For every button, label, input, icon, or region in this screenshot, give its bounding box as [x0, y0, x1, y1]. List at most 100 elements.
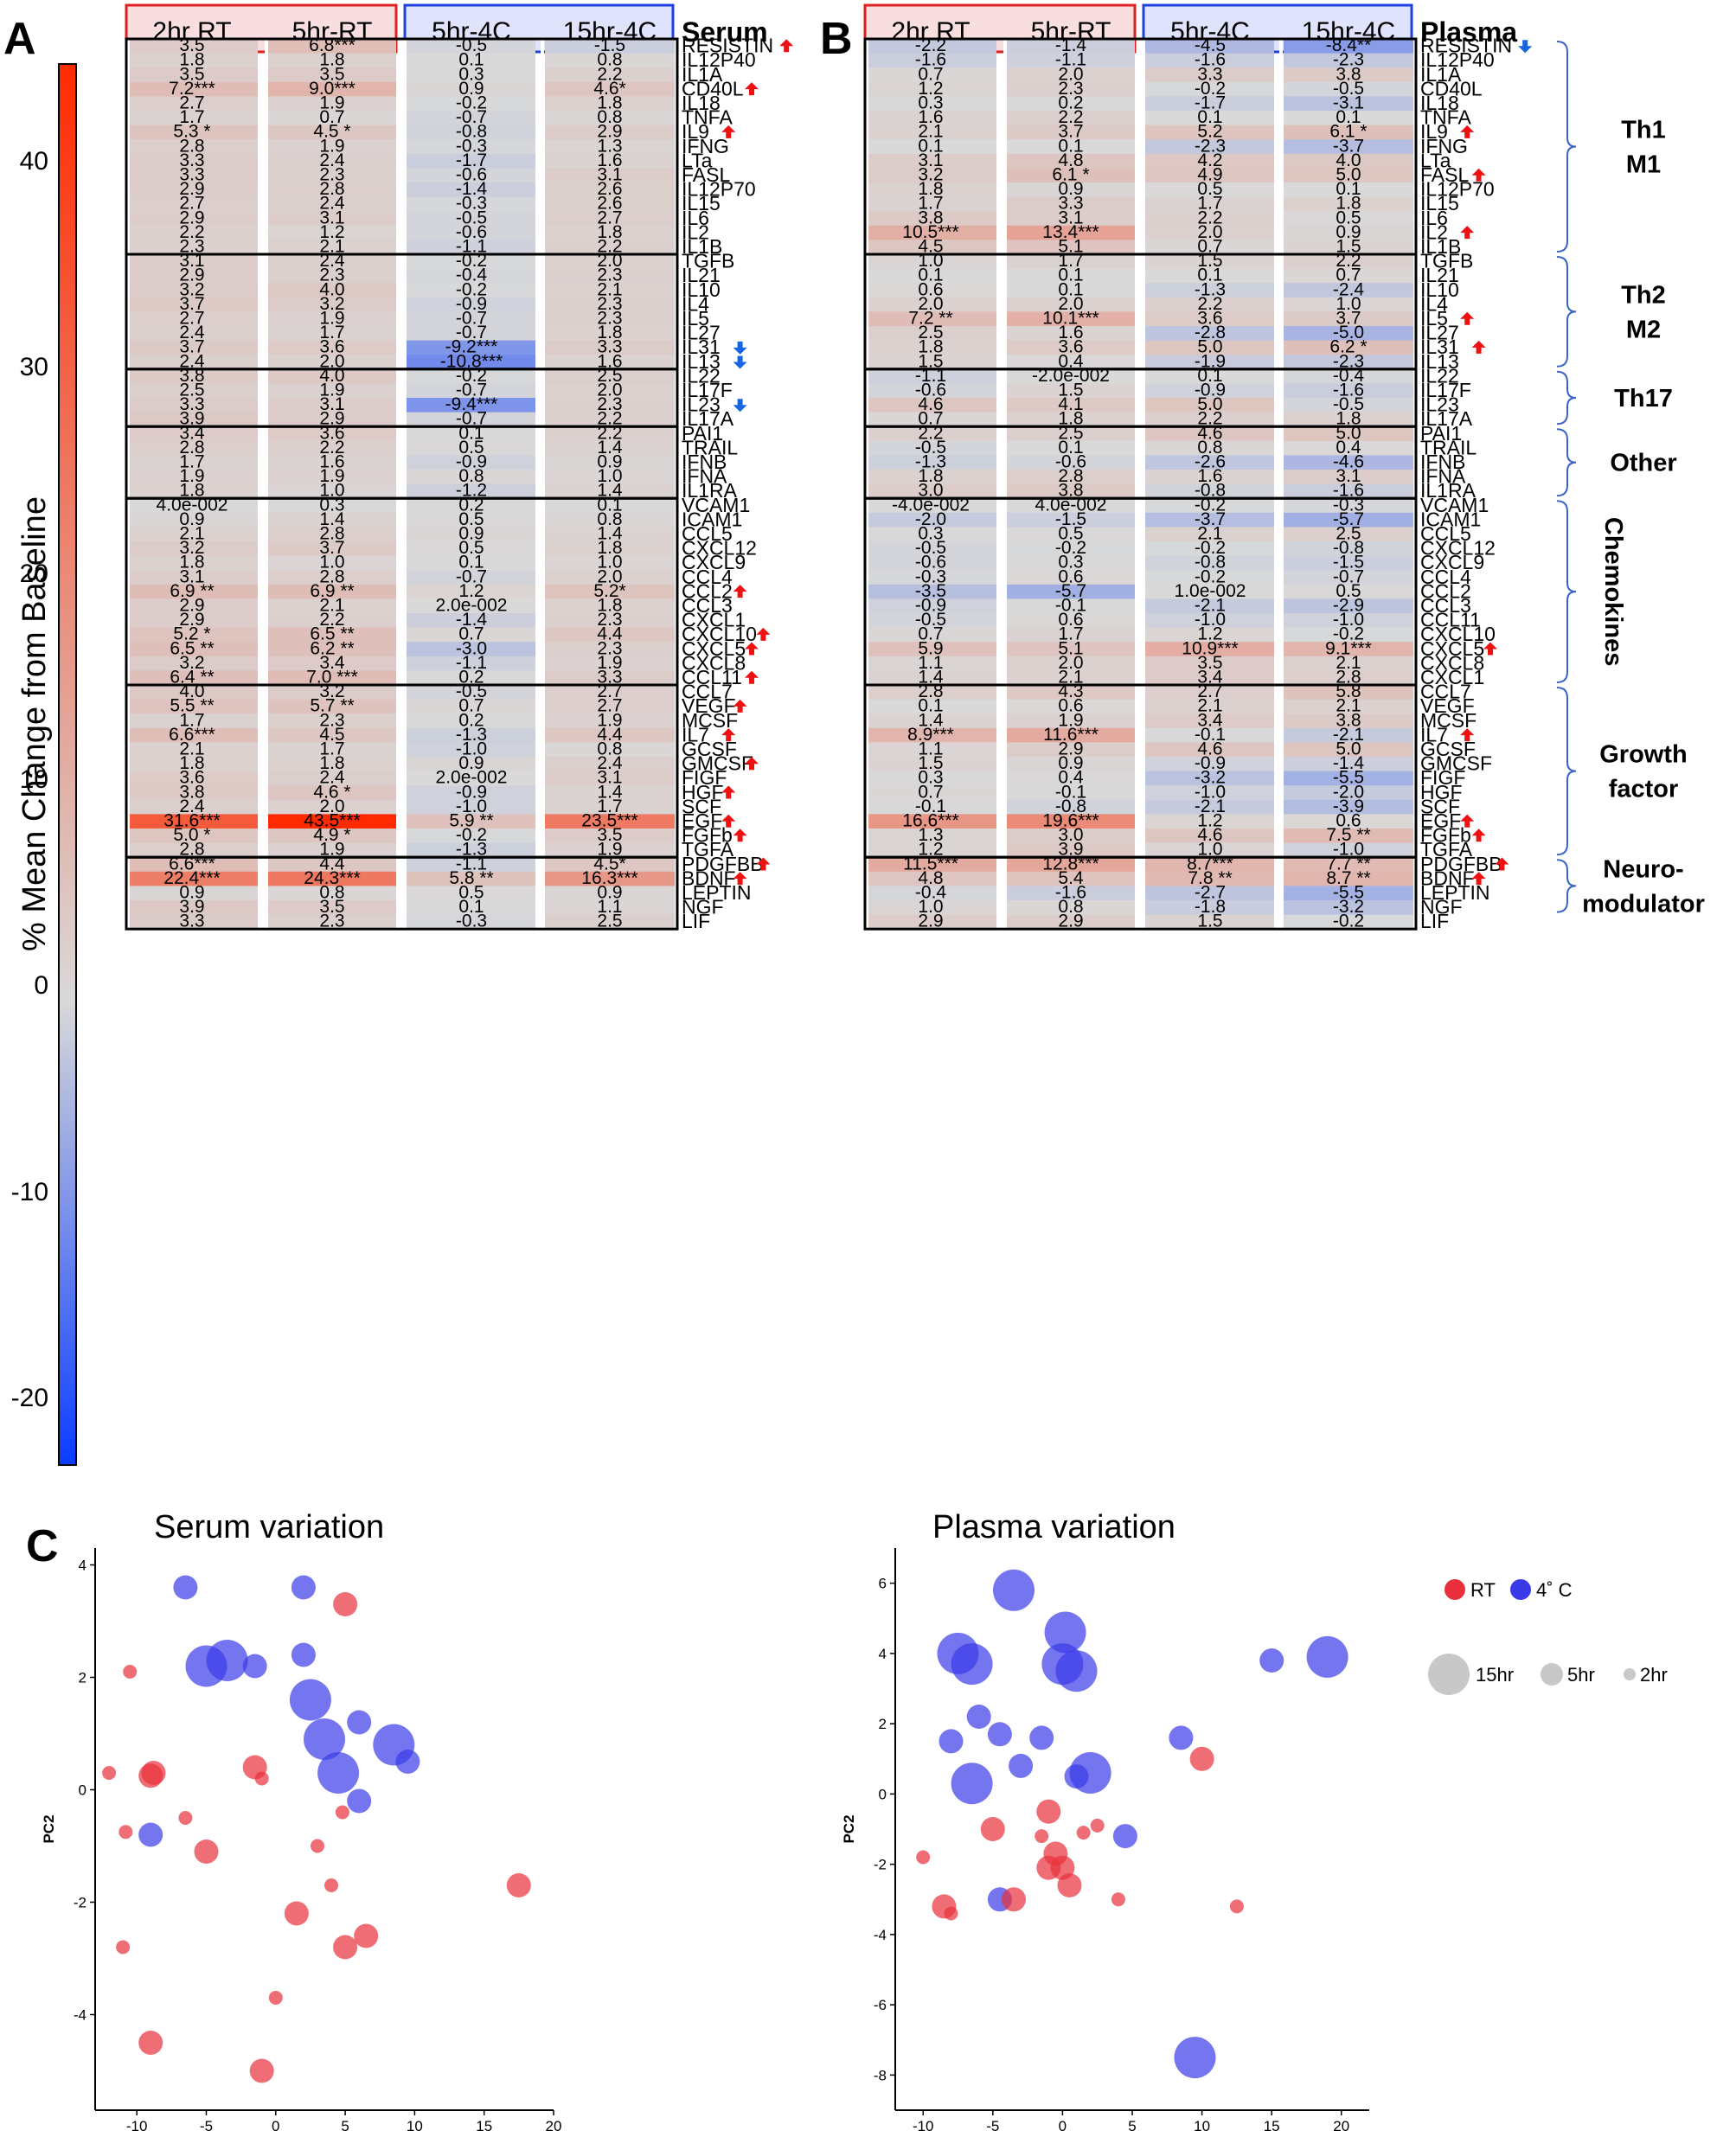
serum-cell	[406, 685, 535, 701]
plasma-row-label: LEPTIN	[1420, 881, 1490, 904]
serum-row-label: CXCL10	[682, 623, 757, 645]
serum-cell-value: -0.5	[456, 35, 487, 55]
serum-cell-value: 5.3 *	[173, 122, 210, 142]
serum-cell-value: 1.2	[319, 222, 344, 242]
serum-cell-value: -0.8	[456, 122, 487, 142]
plasma-cell-value: 1.2	[918, 840, 943, 860]
plasma-cell-value: -0.4	[915, 883, 947, 903]
serum-cell-value: -0.9	[456, 294, 487, 314]
serum-row-label: CCL7	[682, 681, 733, 703]
serum-cell	[545, 297, 675, 312]
serum-cell-value: 3.3	[179, 394, 204, 414]
plasma-cell-value: -4.6	[1333, 452, 1364, 472]
plasma-cell	[867, 627, 996, 643]
serum-row-label: FGFb	[682, 824, 733, 847]
serum-cell	[545, 742, 675, 758]
serum-cell-value: 4.5 *	[313, 122, 350, 142]
plasma-cell	[1284, 96, 1413, 112]
serum-cell	[266, 527, 396, 542]
plasma-cell	[1144, 412, 1274, 427]
plasma-cell-value: 19.6***	[1042, 811, 1099, 831]
plasma-cell-value: 2.2	[1197, 208, 1222, 227]
plasma-cell	[1284, 426, 1413, 442]
plasma-cell	[1005, 871, 1135, 886]
serum-cell-value: 5.0 *	[173, 825, 210, 845]
serum-cell	[266, 240, 396, 255]
serum-cell-value: 2.4	[319, 768, 345, 788]
serum-cell-value: 2.6	[597, 179, 622, 199]
plasma-cell	[1005, 498, 1135, 514]
serum-row-label: IL18	[682, 92, 721, 114]
serum-cell	[128, 168, 258, 183]
plasma-cell	[867, 297, 996, 312]
serum-row-label: IL6	[682, 207, 709, 229]
plasma-cell-value: -0.1	[915, 797, 946, 816]
serum-cell	[545, 656, 675, 671]
plasma-cell-value: -0.2	[1333, 912, 1364, 931]
plasma-cell-value: 0.4	[1336, 438, 1361, 457]
plasma-cell-value: 13.4***	[1042, 222, 1099, 242]
plasma-cell-value: 0.4	[1058, 351, 1084, 371]
plasma-cell	[1005, 727, 1135, 743]
group-label: Th1	[1621, 117, 1666, 144]
serum-cell	[266, 814, 396, 829]
plasma-cell	[1284, 727, 1413, 743]
serum-cell	[406, 570, 535, 585]
plasma-cell	[867, 527, 996, 542]
serum-cell	[406, 613, 535, 629]
serum-cell	[545, 440, 675, 456]
serum-cell-value: 4.4	[597, 725, 623, 745]
serum-column-gap	[541, 39, 544, 930]
plasma-cell	[1144, 81, 1274, 97]
arrow-up-icon	[1495, 857, 1509, 871]
serum-cell-value: 0.1	[458, 50, 484, 70]
plasma-cell	[1284, 842, 1413, 858]
serum-cell	[128, 340, 258, 355]
plasma-cell	[1144, 96, 1274, 112]
plasma-cell	[1005, 483, 1135, 499]
serum-cell	[128, 829, 258, 844]
plasma-cell-value: -1.3	[1195, 279, 1226, 299]
serum-cell-value: 2.1	[319, 237, 344, 257]
serum-cell	[406, 627, 535, 643]
plasma-cell-value: 2.1	[918, 122, 943, 142]
plasma-cell-value: -0.1	[1055, 782, 1086, 802]
plasma-column-gap	[1003, 39, 1007, 930]
plasma-cell-value: -2.1	[1333, 725, 1364, 745]
plasma-row-label: IL17F	[1420, 379, 1471, 401]
serum-cell-value: 3.4	[319, 653, 345, 673]
plasma-cell	[1144, 254, 1274, 270]
arrow-up-icon	[1471, 872, 1486, 886]
serum-scatter-x-tick-label: 5	[341, 2118, 349, 2134]
plasma-cell	[1144, 125, 1274, 140]
serum-cell-value: 1.0	[319, 553, 344, 573]
plasma-cell-value: -1.0	[1195, 610, 1226, 630]
plasma-cell	[1005, 340, 1135, 355]
plasma-cell	[1144, 67, 1274, 83]
serum-row-label: LEPTIN	[682, 881, 752, 904]
serum-cell	[406, 311, 535, 327]
serum-cell	[128, 225, 258, 240]
plasma-cell	[1005, 196, 1135, 212]
serum-column-gap	[126, 39, 130, 930]
plasma-cell-value: -0.1	[1195, 725, 1226, 745]
plasma-cell-value: 0.8	[1197, 438, 1222, 457]
serum-cell-value: 1.7	[179, 107, 204, 127]
plasma-cell	[1284, 742, 1413, 758]
serum-cell-value: -0.9	[456, 452, 487, 472]
plasma-cell	[1284, 814, 1413, 829]
plasma-row-label: BDNF	[1420, 867, 1475, 889]
plasma-cell-value: 3.3	[1058, 194, 1083, 214]
serum-cell	[545, 268, 675, 284]
plasma-cell-value: -0.5	[915, 538, 946, 558]
serum-scatter-point	[178, 1811, 193, 1825]
plasma-cell-value: 0.5	[1336, 581, 1361, 601]
plasma-cell	[1144, 326, 1274, 342]
plasma-cell	[867, 842, 996, 858]
serum-row-label: BDNF	[682, 867, 736, 889]
plasma-cell-value: 1.0	[918, 251, 943, 271]
serum-cell-value: 0.2	[458, 495, 484, 515]
plasma-row-label: CCL7	[1420, 681, 1471, 703]
serum-cell	[128, 470, 258, 485]
plasma-cell-value: -0.5	[915, 610, 946, 630]
